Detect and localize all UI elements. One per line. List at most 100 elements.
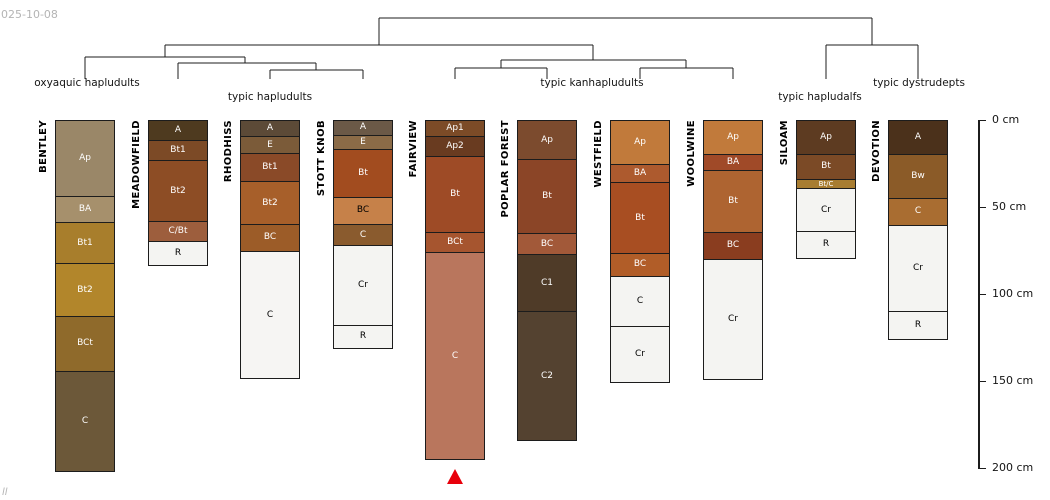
profile-name-label: SILOAM	[779, 120, 790, 166]
horizon-segment: R	[888, 310, 948, 341]
depth-tick-label: 200 cm	[992, 461, 1034, 474]
depth-tick	[978, 119, 986, 121]
horizon-label: Ap	[79, 152, 91, 163]
horizon-label: A	[174, 124, 182, 135]
horizon-segment: Ap	[796, 120, 856, 155]
profile-name-label: BENTLEY	[38, 120, 49, 173]
horizon-segment: Bt	[796, 153, 856, 180]
profile-column: A Bw C Cr R	[888, 120, 948, 341]
horizon-label: Bt	[728, 196, 738, 206]
horizon-label: BA	[726, 156, 740, 167]
horizon-segment: R	[148, 241, 208, 266]
taxon-group-label: oxyaquic hapludults	[34, 77, 140, 89]
profile-column: Ap1 Ap2 Bt BCt C	[425, 120, 485, 461]
horizon-label: E	[360, 136, 366, 147]
depth-tick	[978, 380, 986, 382]
horizon-segment: C	[610, 276, 670, 327]
horizon-label: Bt	[635, 212, 645, 223]
horizon-label: Cr	[358, 279, 368, 290]
horizon-label: C	[266, 309, 274, 320]
horizon-segment: R	[796, 230, 856, 259]
horizon-segment: Ap	[703, 120, 763, 155]
profile-name-label: DEVOTION	[871, 120, 882, 182]
horizon-label: Ap	[820, 131, 832, 142]
horizon-segment: BCt	[425, 231, 485, 253]
horizon-segment: Cr	[703, 258, 763, 381]
depth-tick-label: 50 cm	[992, 200, 1027, 213]
horizon-label: C	[914, 206, 922, 217]
horizon-segment: Bt2	[55, 263, 115, 318]
horizon-label: BA	[633, 168, 647, 179]
horizon-label: Bt2	[77, 284, 93, 295]
horizon-segment: C	[333, 223, 393, 247]
horizon-label: Bt1	[262, 162, 278, 173]
horizon-label: C	[81, 415, 89, 426]
horizon-label: Bt1	[170, 144, 186, 155]
horizon-label: C/Bt	[168, 226, 188, 237]
horizon-segment: Bt2	[240, 181, 300, 225]
horizon-segment: Bt	[333, 149, 393, 199]
horizon-label: A	[914, 131, 922, 142]
horizon-label: BC	[726, 240, 740, 251]
horizon-segment: C1	[517, 254, 577, 312]
horizon-label: Cr	[821, 204, 831, 215]
depth-tick-label: 150 cm	[992, 374, 1034, 387]
horizon-label: Bt	[821, 161, 831, 172]
horizon-segment: C	[55, 370, 115, 472]
horizon-label: Bt	[542, 190, 552, 201]
horizon-label: BC	[540, 238, 554, 249]
horizon-label: Ap	[541, 134, 553, 145]
horizon-label: R	[359, 331, 367, 342]
horizon-segment: Cr	[796, 188, 856, 232]
horizon-segment: C2	[517, 310, 577, 442]
profile-column: Ap BA Bt1 Bt2 BCt C	[55, 120, 115, 472]
horizon-label: C	[359, 229, 367, 240]
profile-column: A E Bt1 Bt2 BC C	[240, 120, 300, 380]
horizon-label: R	[822, 239, 830, 250]
horizon-segment: C/Bt	[148, 221, 208, 243]
horizon-label: BCt	[77, 338, 93, 349]
horizon-segment: Ap2	[425, 136, 485, 158]
horizon-segment: Bw	[888, 153, 948, 200]
horizon-segment: C	[888, 198, 948, 226]
depth-tick	[978, 467, 986, 469]
horizon-segment: A	[148, 120, 208, 141]
horizon-segment: BC	[240, 223, 300, 252]
horizon-label: Cr	[728, 314, 738, 325]
horizon-label: C2	[540, 370, 553, 381]
horizon-segment: BC	[703, 231, 763, 260]
horizon-label: Bt/C	[818, 179, 834, 188]
horizon-segment: BA	[703, 153, 763, 172]
horizon-label: BC	[633, 259, 647, 270]
horizon-label: C1	[540, 277, 553, 288]
horizon-label: Ap	[634, 137, 646, 148]
truncation-marker-icon	[447, 469, 463, 484]
horizon-segment: BA	[610, 164, 670, 184]
horizon-label: Bt2	[262, 197, 278, 208]
horizon-label: BCt	[447, 236, 463, 247]
horizon-segment: A	[333, 120, 393, 136]
horizon-label: Bt	[450, 189, 460, 200]
profile-column: Ap BA Bt BC Cr	[703, 120, 763, 381]
profile-name-label: FAIRVIEW	[408, 120, 419, 178]
horizon-segment: Bt	[425, 156, 485, 233]
profile-column: Ap Bt Bt/C Cr R	[796, 120, 856, 259]
horizon-segment: Ap	[55, 120, 115, 197]
horizon-label: Cr	[635, 348, 645, 359]
profile-name-label: POPLAR FOREST	[500, 120, 511, 218]
horizon-label: BA	[78, 203, 92, 214]
horizon-segment: E	[240, 136, 300, 154]
horizon-label: BC	[263, 232, 277, 243]
depth-tick	[978, 206, 986, 208]
profile-name-label: MEADOWFIELD	[131, 120, 142, 209]
profile-column: A Bt1 Bt2 C/Bt R	[148, 120, 208, 266]
horizon-segment: Ap	[610, 120, 670, 166]
horizon-label: E	[267, 139, 273, 150]
horizon-segment: Bt	[610, 182, 670, 254]
clipped-date-text: 025-10-08	[1, 8, 58, 21]
taxon-group-label: typic hapludalfs	[778, 91, 862, 103]
horizon-segment: C	[425, 251, 485, 461]
horizon-segment: Bt1	[240, 152, 300, 183]
horizon-label: BC	[356, 205, 370, 216]
